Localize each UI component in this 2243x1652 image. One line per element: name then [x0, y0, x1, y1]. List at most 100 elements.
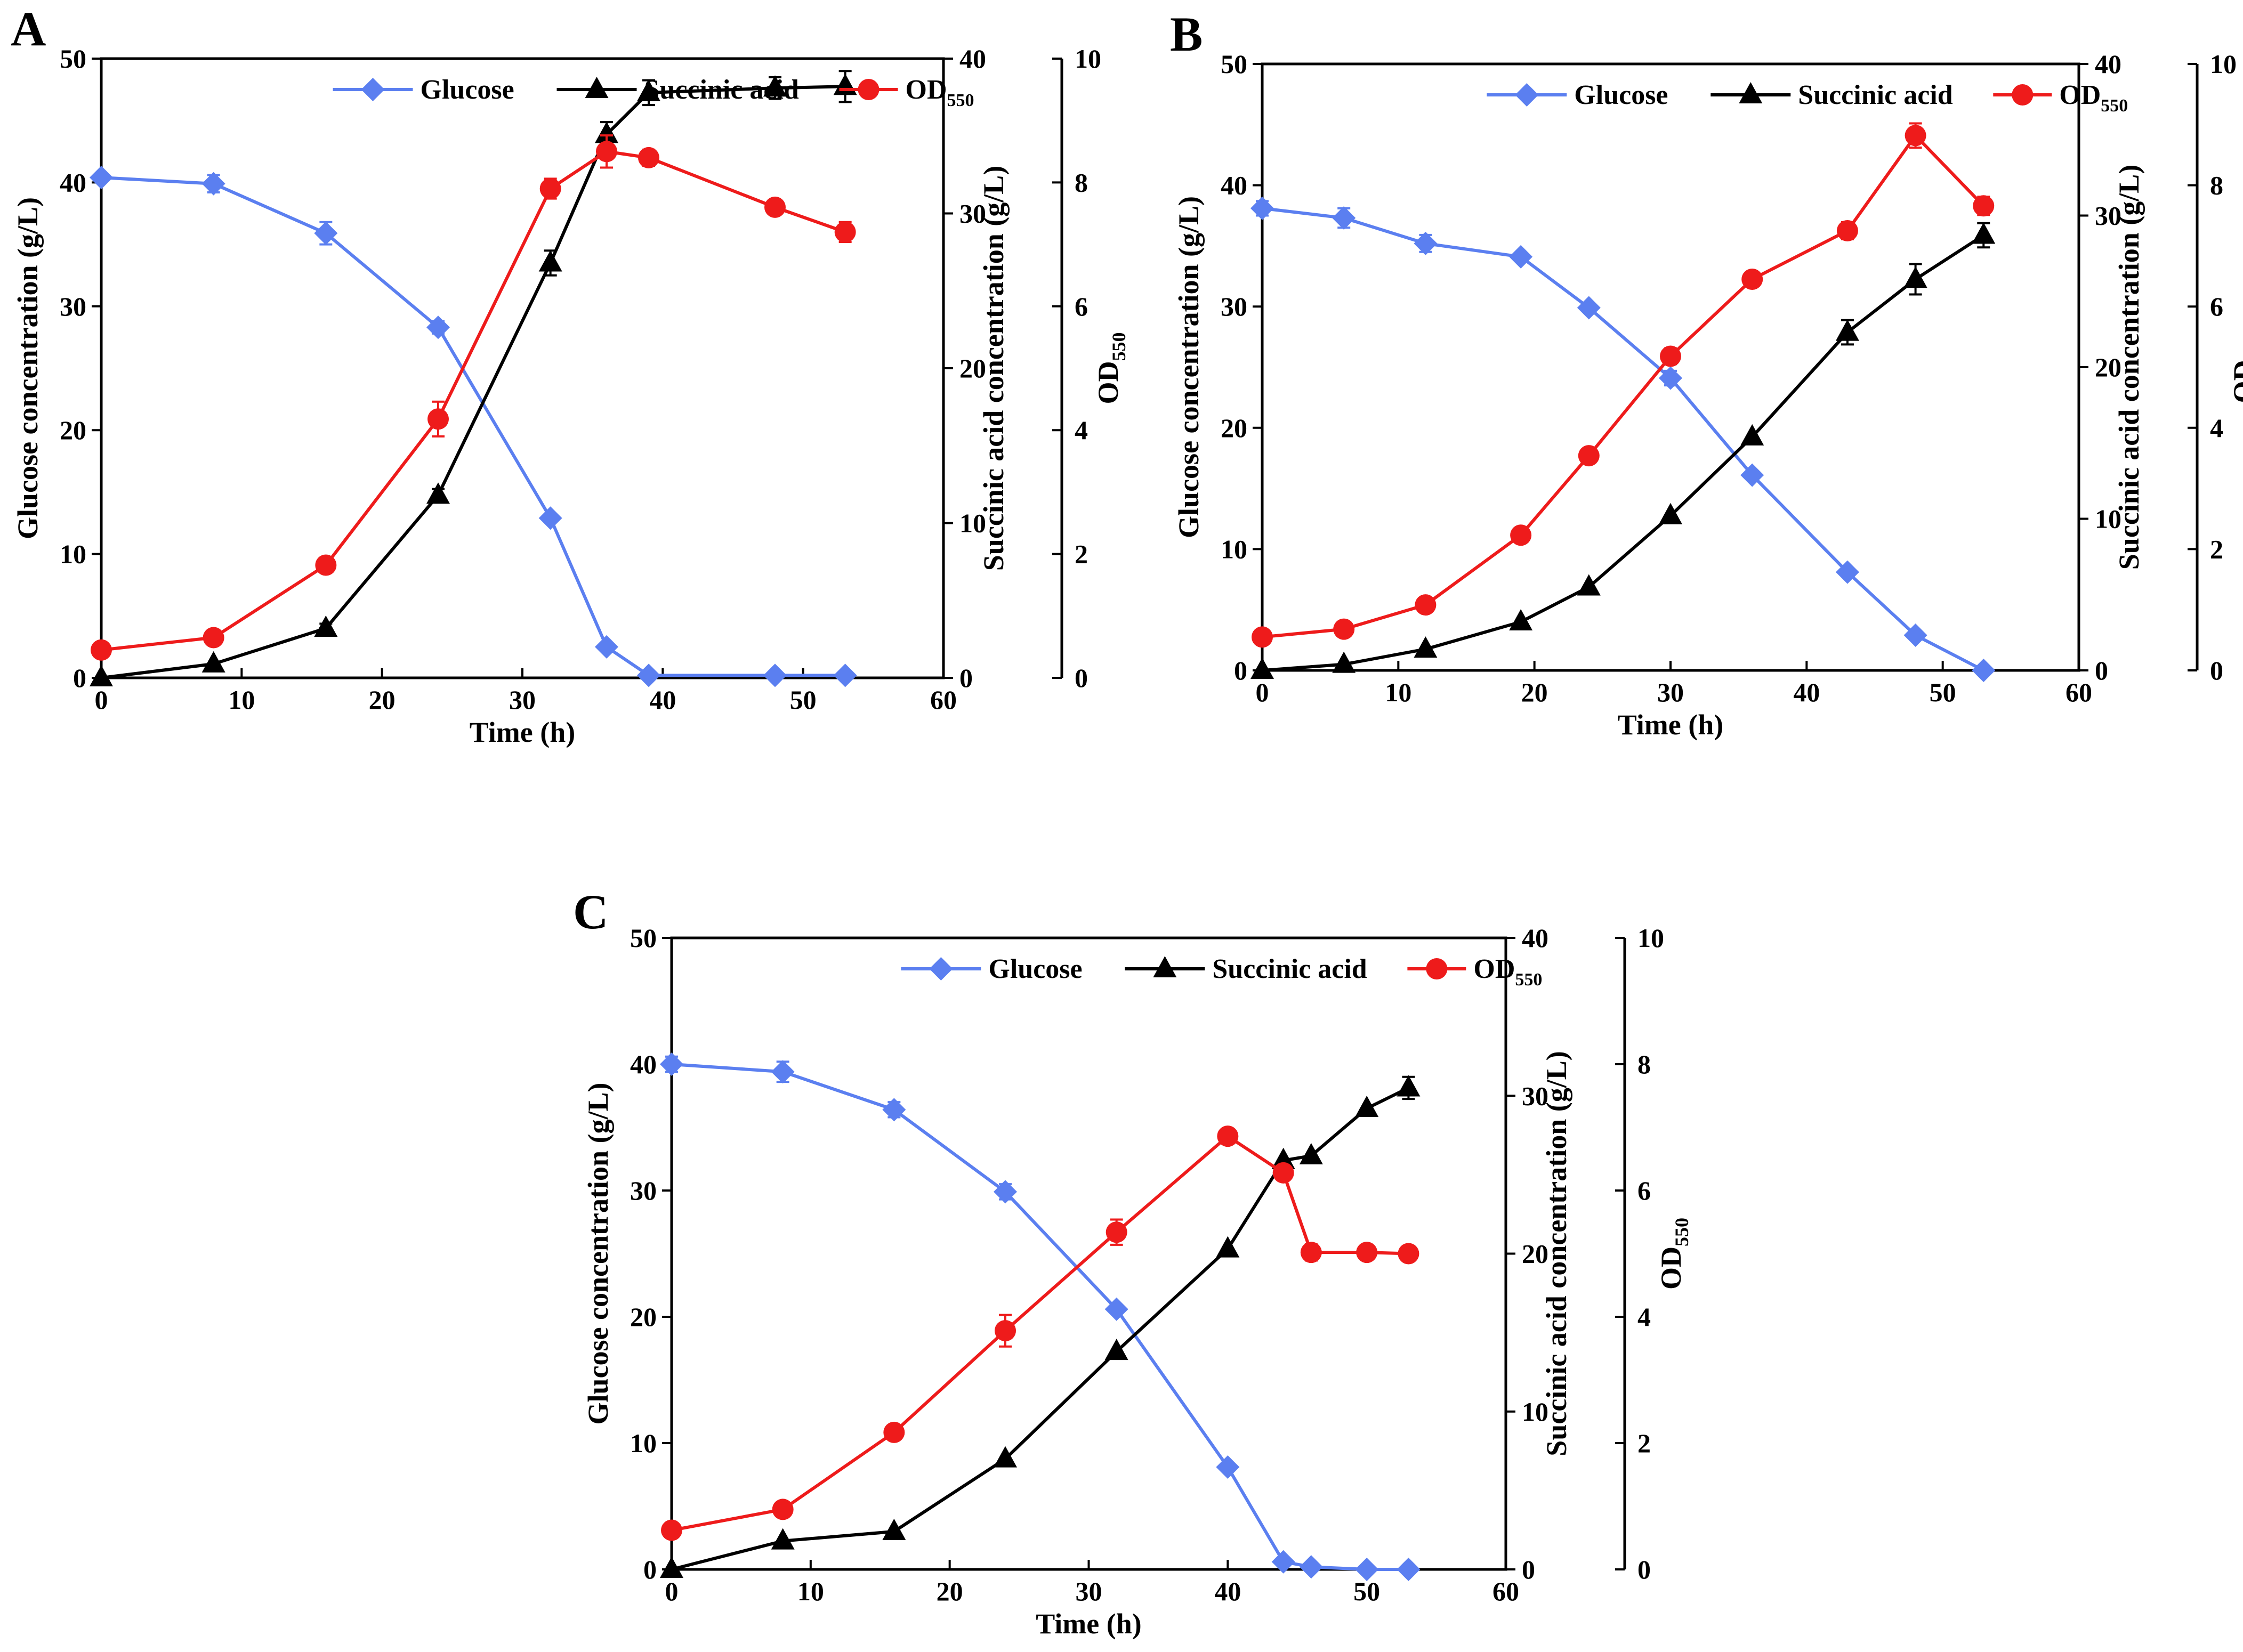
data-point	[1250, 658, 1274, 679]
x-tick-label: 50	[1930, 677, 1956, 707]
series-succinic-acid	[90, 70, 857, 686]
data-point	[994, 1446, 1017, 1468]
y-left-tick-label: 10	[1221, 534, 1247, 564]
data-point	[1740, 463, 1764, 487]
data-point	[595, 635, 618, 659]
data-point	[1104, 1339, 1128, 1361]
legend-marker-succinic	[1153, 956, 1177, 977]
data-point	[763, 663, 787, 687]
y-left-axis-title: Glucose concentration (g/L)	[1173, 196, 1205, 538]
y-left-tick-label: 30	[630, 1176, 657, 1205]
data-point	[1299, 1555, 1323, 1579]
x-tick-label: 60	[2066, 677, 2092, 707]
y-left-axis-title: Glucose concentration (g/L)	[582, 1083, 614, 1425]
data-point	[1106, 1221, 1127, 1243]
data-point	[1835, 319, 1859, 341]
y-succinic-axis-title: Succinic acid concentration (g/L)	[2113, 165, 2145, 570]
data-point	[882, 1518, 906, 1540]
data-point	[1509, 609, 1533, 630]
data-point	[661, 1519, 682, 1541]
y-succinic-tick-label: 30	[959, 199, 986, 229]
data-point	[883, 1421, 905, 1443]
data-point	[538, 506, 562, 530]
y-od-tick-label: 8	[2210, 171, 2223, 200]
data-point	[90, 665, 113, 686]
legend-label-text: OD	[906, 75, 947, 105]
data-point	[315, 554, 337, 576]
y-succinic-tick-label: 0	[1522, 1554, 1535, 1584]
data-point	[1300, 1242, 1322, 1264]
data-point	[637, 79, 660, 101]
data-point	[1355, 1095, 1379, 1117]
series-glucose	[660, 1052, 1421, 1581]
data-point	[1659, 366, 1682, 390]
data-point	[1414, 231, 1438, 255]
y-succinic-tick-label: 0	[2095, 655, 2108, 685]
legend-label-glucose: Glucose	[988, 954, 1082, 984]
data-point	[1509, 245, 1533, 269]
data-point	[1905, 125, 1926, 147]
y-left-tick-label: 30	[1221, 291, 1247, 321]
legend-marker-od	[2012, 84, 2034, 106]
data-point	[596, 141, 617, 163]
data-point	[1333, 618, 1355, 640]
y-left-tick-label: 10	[630, 1428, 657, 1458]
data-point	[1836, 220, 1858, 241]
y-succinic-axis-title: Succinic acid concentration (g/L)	[978, 166, 1010, 571]
y-od-tick-label: 4	[1075, 415, 1088, 445]
series-succinic-acid	[1250, 222, 1996, 679]
data-point	[994, 1180, 1017, 1204]
x-tick-label: 0	[95, 685, 108, 715]
data-point	[1903, 623, 1927, 647]
y-od-tick-label: 0	[1637, 1554, 1651, 1584]
y-left-tick-label: 0	[1234, 655, 1247, 685]
data-point	[426, 482, 450, 504]
series-od550	[1252, 122, 1995, 648]
legend-marker-succinic	[1739, 82, 1763, 103]
y-left-axis-title: Glucose concentration (g/L)	[12, 197, 44, 539]
data-point	[1973, 195, 1995, 217]
data-point	[1252, 626, 1273, 648]
data-point	[1217, 1125, 1239, 1147]
data-point	[660, 1557, 683, 1578]
data-point	[1355, 1558, 1379, 1581]
series-glucose	[1250, 196, 1996, 682]
y-succinic-tick-label: 30	[1522, 1081, 1548, 1111]
y-od-tick-label: 4	[1637, 1302, 1651, 1332]
y-od-tick-label: 0	[1075, 663, 1088, 693]
data-point	[1332, 206, 1356, 230]
data-point	[882, 1098, 906, 1122]
data-point	[91, 639, 112, 661]
series-line	[1262, 133, 1985, 639]
data-point	[201, 172, 225, 196]
data-point	[833, 663, 857, 687]
y-od-tick-label: 6	[2210, 291, 2223, 321]
plot-frame	[100, 57, 945, 679]
data-point	[764, 196, 786, 218]
series-line	[1262, 206, 1984, 672]
y-left-tick-label: 30	[60, 291, 86, 321]
y-left-tick-label: 50	[1221, 49, 1247, 79]
y-succinic-tick-label: 10	[1522, 1397, 1548, 1427]
legend-label-glucose: Glucose	[421, 75, 514, 105]
legend-label-subscript: 550	[1515, 970, 1542, 990]
legend-label-succinic: Succinic acid	[644, 75, 799, 105]
series-succinic-acid	[660, 1075, 1421, 1578]
legend-label-text: Succinic acid	[644, 75, 799, 105]
data-point	[538, 250, 562, 272]
legend-label-text: OD	[1473, 954, 1515, 984]
y-od-tick-label: 10	[2210, 49, 2237, 79]
x-tick-label: 10	[797, 1576, 824, 1606]
legend-label-text: Glucose	[988, 954, 1082, 984]
data-point	[771, 1528, 795, 1550]
data-point	[1415, 594, 1437, 616]
y-succinic-tick-label: 20	[1522, 1239, 1548, 1269]
legend-label-subscript: 550	[947, 91, 974, 110]
data-point	[834, 221, 856, 243]
x-tick-label: 60	[930, 685, 957, 715]
data-point	[1332, 651, 1356, 673]
y-od-tick-label: 10	[1075, 44, 1101, 74]
legend-marker-succinic	[585, 77, 609, 98]
